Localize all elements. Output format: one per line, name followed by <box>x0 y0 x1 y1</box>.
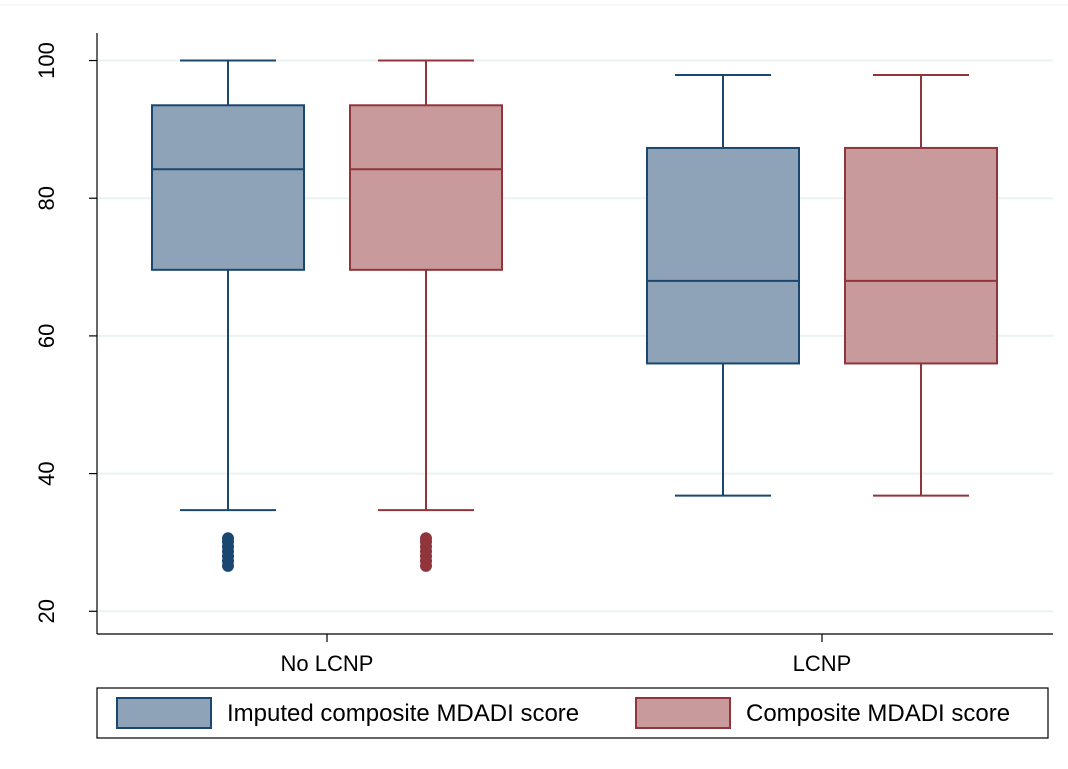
legend-swatch-1 <box>635 697 731 729</box>
legend-box <box>96 687 1049 739</box>
y-tick-label-60: 60 <box>34 324 59 348</box>
box-imputed-no-lcnp <box>151 59 305 572</box>
legend-swatch-0 <box>116 697 212 729</box>
outlier-point <box>222 532 234 545</box>
box-composite-no-lcnp <box>349 59 503 572</box>
box-composite-lcnp <box>844 73 998 497</box>
y-tick-label-40: 40 <box>34 461 59 485</box>
iqr-box <box>646 146 800 365</box>
x-category-label: LCNP <box>793 651 852 676</box>
legend-label-0: Imputed composite MDADI score <box>227 700 579 727</box>
y-tick-label-100: 100 <box>34 42 59 79</box>
iqr-box <box>349 104 503 271</box>
outlier-point <box>420 532 432 545</box>
grid-layer <box>97 59 1053 613</box>
y-tick-label-20: 20 <box>34 599 59 623</box>
axis-layer: 20 40 60 80 100 No LCNP LCNP <box>34 33 1053 676</box>
iqr-box <box>151 104 305 271</box>
box-imputed-lcnp <box>646 73 800 497</box>
box-layer <box>151 59 998 572</box>
legend: Imputed composite MDADI score Composite M… <box>96 687 1049 739</box>
iqr-box <box>844 146 998 365</box>
legend-label-1: Composite MDADI score <box>746 700 1010 727</box>
x-category-label: No LCNP <box>281 651 374 676</box>
y-tick-label-80: 80 <box>34 186 59 210</box>
